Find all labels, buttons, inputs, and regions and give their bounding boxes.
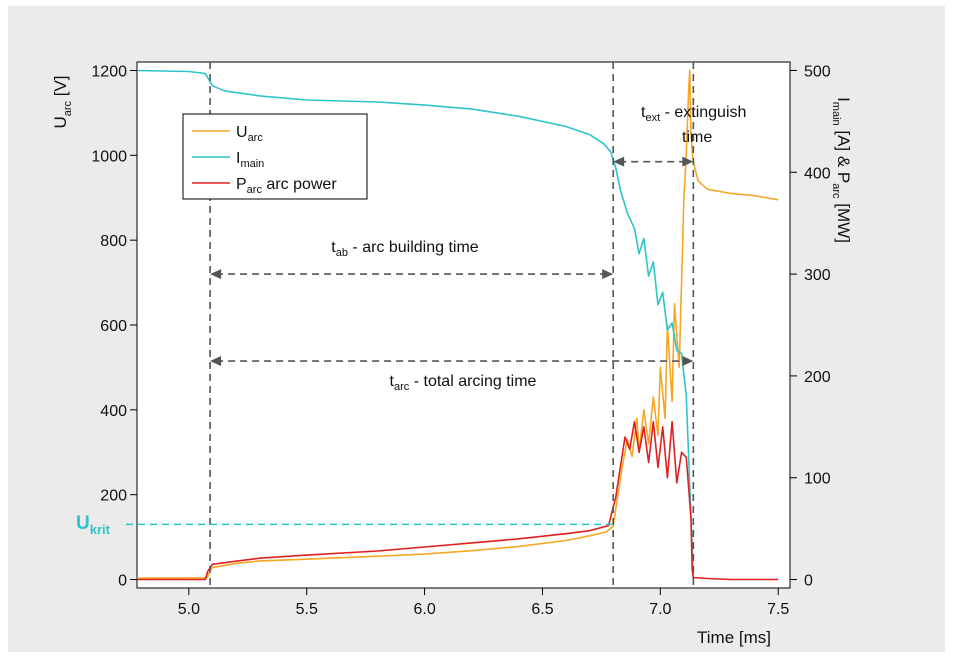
legend-label-p-arc: Parc arc power [236,176,337,196]
series-line-u-arc [136,69,779,579]
arrow-head-right [682,356,694,367]
x-tick-label: 6.0 [413,601,435,618]
x-tick-label: 7.5 [767,601,789,618]
arrow-head-right [682,156,694,167]
arrow-t-ab [210,269,614,280]
y-left-tick-label: 400 [100,403,127,420]
ticks-layer: 5.0 5.5 6.0 6.5 7.0 7.5 0 200 400 600 800 1000 1200 0… [91,63,830,618]
legend-label-i-main: Imain [236,150,264,170]
y-right-tick-label: 500 [804,63,831,80]
x-tick-label: 6.5 [531,601,553,618]
y-right-tick-label: 0 [804,573,813,590]
arrow-head-right [602,269,614,280]
x-tick-label: 7.0 [649,601,671,618]
x-tick-label: 5.5 [296,601,318,618]
annotation-u-krit: Ukrit [76,513,111,537]
annotation-t-ext: text - extinguish [641,104,746,124]
arrow-head-left [210,269,222,280]
arrow-t-arc [210,356,694,367]
legend-label-u-arc: Uarc [236,124,263,144]
y-axis-left-title: Uarc [V] [51,75,74,128]
y-right-tick-label: 100 [804,471,831,488]
legend: Uarc Imain Parc arc power [182,113,368,200]
y-left-tick-label: 0 [118,573,127,590]
y-axis-right-title: Imain [A] & Parc [MW] [830,97,853,243]
x-tick-label: 5.0 [178,601,200,618]
series-layer [136,69,779,581]
y-left-tick-label: 1200 [91,63,127,80]
y-left-tick-label: 200 [100,488,127,505]
y-left-tick-label: 600 [100,318,127,335]
series-line-i-main [136,69,695,580]
arrow-head-left [210,356,222,367]
y-left-tick-label: 1000 [91,148,127,165]
x-axis-title: Time [ms] [697,628,771,647]
arrow-head-left [613,156,625,167]
y-right-tick-label: 300 [804,267,831,284]
annotation-t-ab: tab - arc building time [331,239,479,259]
annotation-t-arc: tarc - total arcing time [390,373,537,393]
arrow-t-ext [613,156,694,167]
y-right-tick-label: 200 [804,369,831,386]
annotation-t-ext-line2: time [682,129,712,146]
series-line-p-arc [137,420,779,581]
y-left-tick-label: 800 [100,233,127,250]
y-right-tick-label: 400 [804,165,831,182]
